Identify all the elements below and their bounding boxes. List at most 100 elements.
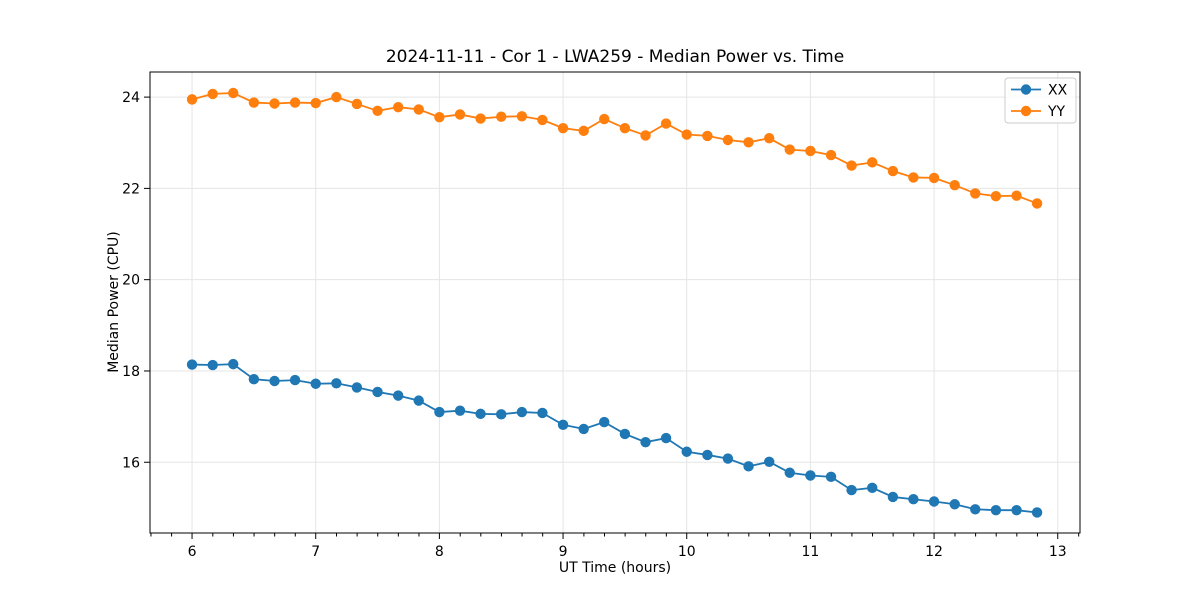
y-tick-label: 22 xyxy=(122,181,140,197)
data-point-YY xyxy=(743,137,754,148)
data-point-YY xyxy=(722,134,734,146)
data-point-XX xyxy=(557,419,569,431)
data-point-YY xyxy=(413,104,424,115)
data-point-XX xyxy=(289,374,301,386)
data-point-YY xyxy=(310,97,321,109)
data-point-XX xyxy=(434,406,445,418)
data-point-XX xyxy=(867,482,878,494)
data-point-XX xyxy=(990,504,1002,516)
data-point-YY xyxy=(331,91,342,103)
chart-title: 2024-11-11 - Cor 1 - LWA259 - Median Pow… xyxy=(386,47,844,67)
data-point-XX xyxy=(331,378,342,389)
data-point-XX xyxy=(496,409,507,420)
data-point-XX xyxy=(764,456,775,467)
data-point-XX xyxy=(537,407,548,419)
data-point-XX xyxy=(743,461,754,472)
data-point-YY xyxy=(908,172,919,183)
data-point-XX xyxy=(186,359,198,370)
legend-label-YY: YY xyxy=(1047,104,1066,120)
data-point-YY xyxy=(578,125,589,137)
data-point-YY xyxy=(186,94,198,105)
data-point-YY xyxy=(887,165,899,177)
data-point-YY xyxy=(228,87,239,99)
data-point-XX xyxy=(1031,507,1043,518)
x-axis-label: UT Time (hours) xyxy=(559,560,671,576)
data-point-XX xyxy=(1011,504,1022,516)
data-point-XX xyxy=(207,359,218,371)
data-point-YY xyxy=(660,118,672,129)
data-point-YY xyxy=(434,111,445,123)
data-point-YY xyxy=(393,101,404,113)
x-tick-label: 11 xyxy=(801,544,819,560)
data-point-YY xyxy=(681,129,692,140)
data-point-XX xyxy=(578,423,589,435)
data-point-YY xyxy=(248,97,260,108)
x-tick-label: 9 xyxy=(559,544,568,560)
data-point-YY xyxy=(599,113,610,125)
data-point-XX xyxy=(351,382,363,393)
data-point-XX xyxy=(475,408,486,420)
data-point-XX xyxy=(949,499,960,510)
data-point-YY xyxy=(1011,190,1022,201)
data-point-YY xyxy=(784,144,795,155)
data-point-XX xyxy=(722,453,734,464)
data-point-YY xyxy=(289,97,301,108)
data-point-YY xyxy=(269,98,280,109)
x-tick-label: 10 xyxy=(678,544,696,560)
x-tick-label: 6 xyxy=(188,544,197,560)
data-point-YY xyxy=(928,172,940,184)
data-point-YY xyxy=(702,130,713,142)
data-point-XX xyxy=(681,446,692,457)
y-tick-label: 24 xyxy=(122,90,140,106)
data-point-YY xyxy=(372,105,383,116)
data-point-XX xyxy=(393,390,404,401)
data-point-XX xyxy=(640,436,651,448)
data-point-XX xyxy=(908,494,919,505)
data-point-YY xyxy=(970,188,981,199)
y-tick-label: 18 xyxy=(122,364,140,380)
data-point-YY xyxy=(475,113,486,124)
data-point-YY xyxy=(454,109,466,120)
data-point-XX xyxy=(372,386,383,398)
data-point-XX xyxy=(887,491,899,503)
data-point-YY xyxy=(537,114,548,126)
x-tick-label: 13 xyxy=(1049,544,1067,560)
x-tick-label: 8 xyxy=(435,544,444,560)
plot-frame xyxy=(149,71,1081,534)
legend-marker-YY xyxy=(1020,105,1032,117)
data-point-YY xyxy=(619,122,631,134)
data-point-YY xyxy=(351,98,363,110)
data-point-XX xyxy=(784,467,795,478)
data-point-XX xyxy=(454,405,466,416)
data-point-XX xyxy=(825,471,837,483)
y-tick-label: 20 xyxy=(122,273,140,289)
data-point-YY xyxy=(846,160,857,171)
data-point-XX xyxy=(516,406,528,418)
data-point-XX xyxy=(413,395,424,406)
data-point-XX xyxy=(928,496,940,507)
data-point-YY xyxy=(805,145,816,157)
series-line-YY xyxy=(191,92,1038,205)
y-tick-label: 16 xyxy=(122,455,140,471)
data-point-XX xyxy=(599,416,610,428)
data-point-XX xyxy=(228,358,239,370)
data-point-XX xyxy=(269,375,280,387)
data-point-YY xyxy=(207,88,218,100)
y-axis-label: Median Power (CPU) xyxy=(106,231,122,373)
data-point-YY xyxy=(867,157,878,168)
data-point-XX xyxy=(248,373,260,385)
data-point-YY xyxy=(990,190,1002,202)
data-point-YY xyxy=(949,179,960,191)
data-point-XX xyxy=(970,504,981,515)
data-point-XX xyxy=(846,484,857,496)
data-point-YY xyxy=(557,122,569,134)
data-point-YY xyxy=(496,111,507,122)
x-tick-label: 7 xyxy=(311,544,320,560)
data-point-XX xyxy=(805,470,816,481)
data-point-XX xyxy=(660,432,672,444)
x-tick-label: 12 xyxy=(925,544,943,560)
legend-marker-XX xyxy=(1020,84,1032,95)
data-point-YY xyxy=(516,111,528,122)
